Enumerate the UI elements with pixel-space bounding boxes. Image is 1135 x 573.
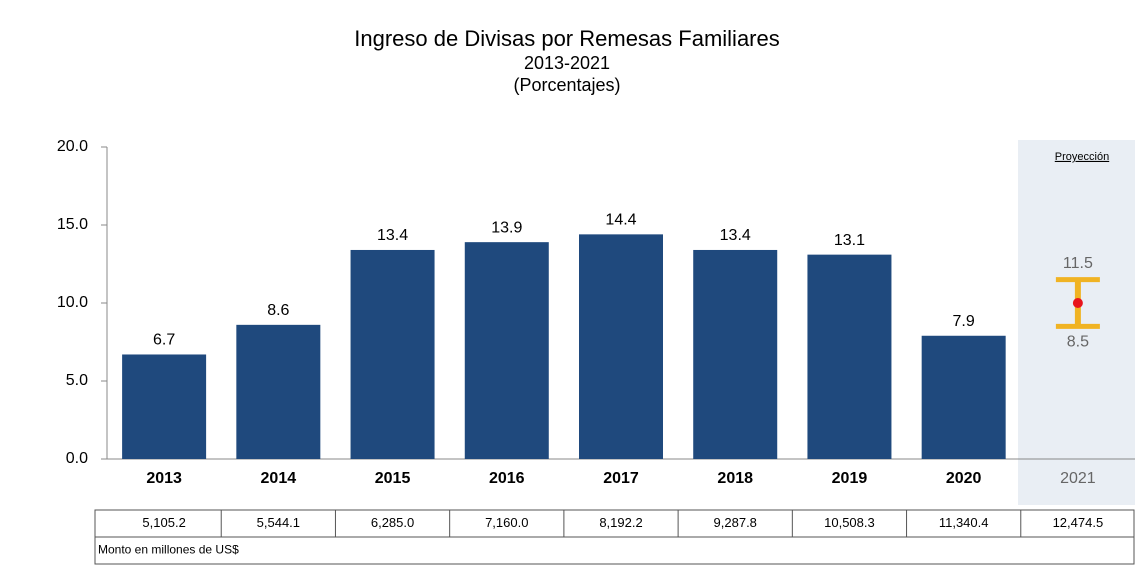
x-tick-label: 2017 — [603, 470, 639, 487]
data-label: 13.1 — [834, 232, 865, 249]
bar — [579, 234, 663, 459]
bar — [807, 254, 892, 459]
y-tick-label: 5.0 — [66, 372, 88, 389]
y-tick-label: 20.0 — [57, 138, 88, 155]
y-tick-label: 10.0 — [57, 294, 88, 311]
data-label: 13.4 — [377, 227, 408, 244]
table-cell: 9,287.8 — [714, 515, 757, 530]
x-tick-label: 2015 — [375, 470, 411, 487]
table-cell: 5,544.1 — [257, 515, 300, 530]
table-cell: 12,474.5 — [1053, 515, 1104, 530]
bar — [693, 249, 778, 459]
data-label: 14.4 — [605, 212, 636, 229]
projection-label: Proyección — [1055, 151, 1109, 163]
bar — [236, 324, 321, 459]
data-label: 6.7 — [153, 332, 175, 349]
x-tick-label: 2019 — [832, 470, 868, 487]
x-tick-label: 2021 — [1060, 470, 1096, 487]
y-tick-label: 0.0 — [66, 450, 88, 467]
bar — [122, 354, 207, 459]
x-tick-label: 2016 — [489, 470, 525, 487]
y-tick-label: 15.0 — [57, 216, 88, 233]
data-label: 13.9 — [491, 219, 522, 236]
chart-title: Ingreso de Divisas por Remesas Familiare… — [354, 26, 780, 51]
table-cell: 6,285.0 — [371, 515, 414, 530]
table-cell: 8,192.2 — [599, 515, 642, 530]
x-tick-label: 2014 — [261, 470, 297, 487]
bar — [350, 249, 435, 459]
chart-subtitle: 2013-2021 — [524, 53, 610, 73]
x-tick-label: 2018 — [717, 470, 753, 487]
bar — [921, 335, 1006, 459]
table-cell: 11,340.4 — [939, 515, 989, 530]
projection-point — [1072, 298, 1083, 308]
data-label: 8.6 — [267, 302, 289, 319]
data-label: 7.9 — [953, 313, 975, 330]
x-tick-label: 2013 — [146, 470, 182, 487]
x-tick-label: 2020 — [946, 470, 982, 487]
table-cell: 7,160.0 — [485, 515, 528, 530]
table-note: Monto en millones de US$ — [98, 543, 239, 557]
projection-low-label: 8.5 — [1067, 334, 1089, 351]
table-cell: 10,508.3 — [824, 515, 875, 530]
projection-high-label: 11.5 — [1063, 255, 1093, 272]
bar — [464, 242, 549, 459]
data-label: 13.4 — [720, 227, 751, 244]
table-cell: 5,105.2 — [142, 515, 185, 530]
chart-subtitle: (Porcentajes) — [513, 75, 620, 95]
